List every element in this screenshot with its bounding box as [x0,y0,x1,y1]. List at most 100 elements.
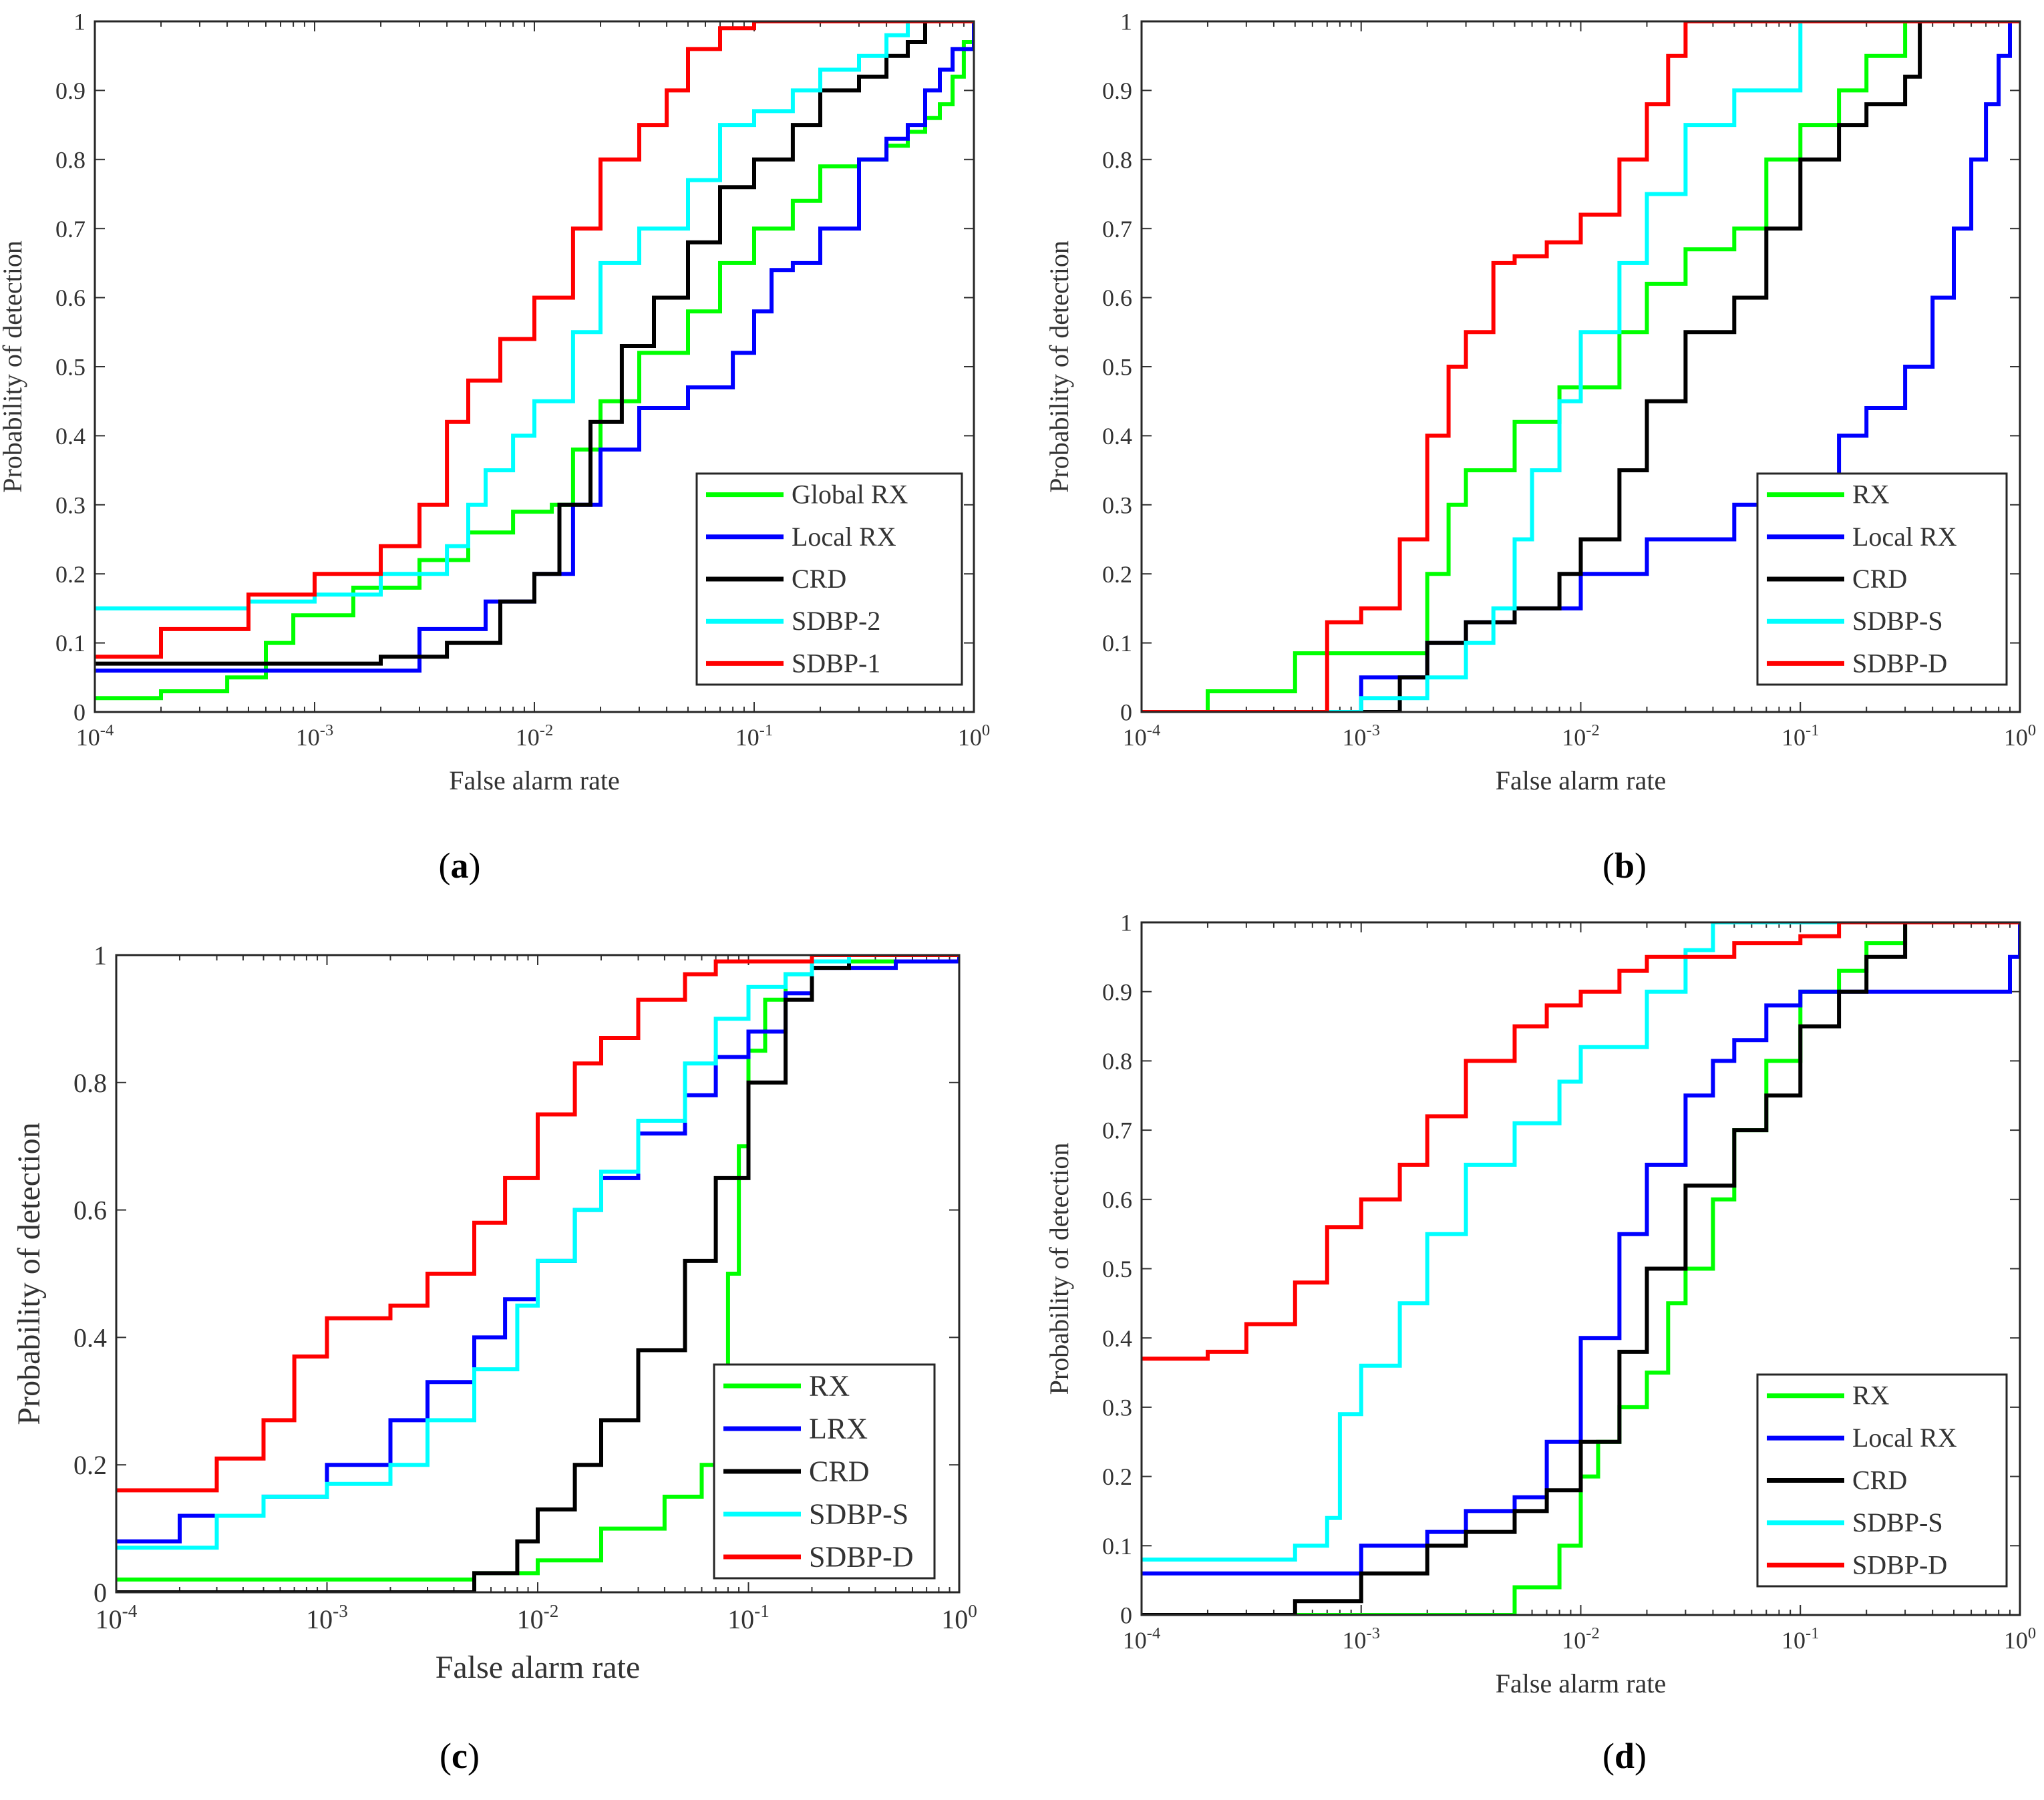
y-tick-label: 0.7 [1102,216,1132,242]
x-tick-label: 10-4 [1123,721,1160,751]
y-tick-label: 0 [1120,1602,1132,1629]
legend-label: Local RX [1852,522,1957,552]
y-tick-label: 0.7 [55,216,86,242]
x-tick-label: 100 [2004,721,2036,751]
series-group [116,955,959,1592]
legend-label: Global RX [792,480,908,510]
y-tick-label: 0.1 [1102,1533,1132,1560]
y-tick-label: 0.3 [1102,1395,1132,1421]
y-tick-label: 0.2 [55,561,86,588]
panel-label-a: (a) [438,846,481,886]
axes-box [1140,20,2021,713]
x-tick-label: 100 [941,1601,977,1634]
y-tick-label: 0.4 [1102,1325,1132,1352]
x-tick-label: 10-4 [96,1601,138,1634]
legend-label: SDBP-S [1852,1507,1943,1538]
legend-label: SDBP-S [1852,606,1943,636]
legend-label: CRD [809,1455,869,1487]
y-tick-label: 1 [73,9,86,35]
series-line-sdbp-1 [95,21,974,659]
legend-label: Local RX [792,522,896,552]
axes-box [115,954,961,1594]
y-tick-label: 0.4 [1102,423,1132,449]
chart-panel-a: 10-4 10-3 10-2 10-1 100 0 0.1 0.2 0.3 0.4 0.5 0.6 0.… [0,9,990,795]
y-tick-label: 0.1 [1102,630,1132,657]
legend: RX LRX CRD SDBP-S SDBP-D [713,1363,936,1580]
series-line-crd [1142,922,2020,1615]
legend-label: SDBP-2 [792,606,880,636]
x-tick-label: 100 [2004,1624,2036,1654]
x-tick-label: 10-2 [1562,1624,1599,1654]
x-tick-label: 10-2 [517,1601,559,1634]
y-axis-label: Probability of detection [0,240,27,493]
legend-label: RX [1852,480,1890,510]
x-tick-label: 100 [958,721,990,751]
y-tick-label: 0.5 [55,354,86,381]
x-tick-label: 10-1 [735,721,773,751]
series-group [95,21,974,701]
y-tick-label: 0 [94,1578,107,1608]
y-axis-label: Probability of detection [1044,1143,1074,1395]
series-line-rx [1142,922,2020,1615]
y-tick-label: 0.6 [55,285,86,311]
legend-label: RX [809,1369,850,1402]
axes-box [94,20,975,713]
series-line-crd [116,955,959,1592]
x-tick-label: 10-1 [727,1601,770,1634]
y-tick-label: 0 [73,699,86,726]
legend-label: CRD [792,564,846,594]
series-line-sdbp-d [1142,922,2020,1361]
x-tick-label: 10-4 [76,721,114,751]
legend-label: CRD [1852,564,1907,594]
y-tick-label: 0.4 [55,423,86,449]
legend-label: SDBP-1 [792,648,880,678]
series-line-crd [95,21,974,666]
x-axis-label: False alarm rate [1496,765,1666,795]
panel-label-c: (c) [440,1736,480,1776]
y-tick-label: 0.3 [55,492,86,518]
legend: RX Local RX CRD SDBP-S SDBP-D [1756,472,2008,686]
y-tick-label: 0.9 [55,77,86,104]
legend-label: SDBP-S [809,1497,908,1530]
y-axis-label: Probability of detection [11,1122,47,1425]
y-tick-label: 0.8 [1102,146,1132,173]
y-tick-label: 0.2 [1102,561,1132,588]
series-line-sdbp-d [1142,21,2020,712]
x-tick-label: 10-1 [1781,721,1819,751]
x-axis-label: False alarm rate [449,765,619,795]
series-line-local-rx [1142,922,2020,1576]
y-tick-label: 1 [1120,910,1132,936]
y-tick-label: 0 [1120,699,1132,726]
x-tick-label: 10-3 [296,721,333,751]
series-line-sdbp-s [1142,922,2020,1562]
legend-label: SDBP-D [809,1540,914,1573]
y-tick-label: 0.9 [1102,77,1132,104]
legend-label: LRX [809,1412,868,1445]
x-tick-label: 10-2 [1562,721,1599,751]
y-tick-label: 0.6 [1102,1186,1132,1213]
x-axis-label: False alarm rate [436,1650,641,1685]
panel-label-b: (b) [1602,846,1647,886]
series-group [1142,21,2020,712]
x-tick-label: 10-2 [516,721,553,751]
x-tick-label: 10-3 [306,1601,348,1634]
panel-label-d: (d) [1602,1736,1647,1776]
legend: RX Local RX CRD SDBP-S SDBP-D [1756,1373,2008,1588]
series-group [1142,922,2020,1615]
y-tick-label: 0.6 [73,1196,107,1226]
y-tick-label: 0.3 [1102,492,1132,518]
y-tick-label: 0.2 [1102,1463,1132,1490]
chart-panel-b: 10-4 10-3 10-2 10-1 100 0 0.1 0.2 0.3 0.4 0.5 0.6 0.… [1044,9,2036,795]
series-line-sdbp-2 [95,21,974,610]
x-tick-label: 10-3 [1343,721,1380,751]
x-axis-label: False alarm rate [1496,1668,1666,1698]
legend-label: Local RX [1852,1423,1957,1453]
series-line-rx [1142,21,2020,712]
y-tick-label: 1 [1120,9,1132,35]
chart-panel-d: 10-4 10-3 10-2 10-1 100 0 0.1 0.2 0.3 0.4 0.5 0.6 0.… [1044,910,2036,1698]
y-tick-label: 0.2 [73,1450,107,1480]
y-tick-label: 0.8 [73,1068,107,1098]
legend-label: SDBP-D [1852,1550,1947,1580]
y-tick-label: 0.7 [1102,1117,1132,1144]
